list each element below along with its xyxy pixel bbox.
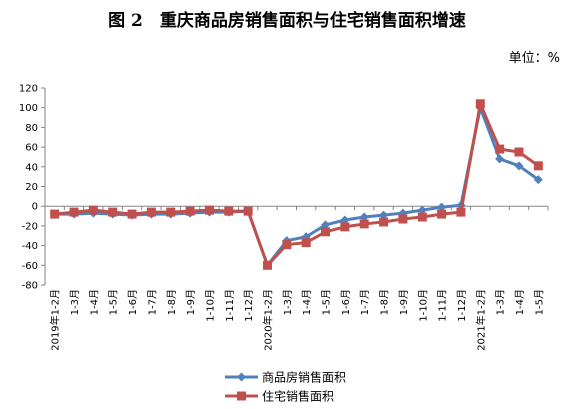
y-tick-label: 20	[25, 182, 38, 193]
data-point	[88, 205, 98, 215]
data-point	[204, 205, 214, 215]
x-tick-label: 1-4月	[301, 289, 313, 315]
unit-label: 单位：%	[508, 51, 560, 66]
x-tick-label: 1-9月	[185, 289, 197, 315]
x-tick-label: 1-8月	[379, 289, 391, 315]
data-point	[359, 212, 369, 222]
x-tick-label: 1-3月	[282, 289, 294, 315]
data-point	[185, 206, 195, 216]
y-tick-label: 0	[32, 202, 38, 213]
data-point	[495, 154, 505, 164]
legend-item: 住宅销售面积	[225, 389, 334, 404]
y-tick-label: 100	[19, 103, 38, 114]
series-group	[50, 99, 543, 270]
data-point	[282, 240, 292, 250]
data-point	[379, 217, 389, 227]
x-tick-label: 1-7月	[146, 289, 158, 315]
data-point	[262, 260, 272, 270]
data-point	[495, 144, 505, 154]
data-point	[127, 209, 137, 219]
data-point	[108, 207, 118, 217]
data-point	[533, 175, 543, 185]
y-tick-label: -60	[22, 261, 38, 272]
data-point	[321, 220, 331, 230]
legend-label: 商品房销售面积	[262, 370, 346, 385]
data-point	[224, 206, 234, 216]
x-tick-label: 2019年1-2月	[49, 289, 62, 351]
y-tick-label: 80	[25, 123, 38, 134]
x-tick-label: 2021年1-2月	[474, 289, 487, 351]
data-point	[166, 207, 176, 217]
legend-item: 商品房销售面积	[225, 370, 346, 385]
data-point	[321, 227, 331, 237]
axes	[41, 87, 549, 286]
x-tick-label: 1-5月	[533, 289, 545, 315]
data-point	[69, 207, 79, 217]
y-tick-label: 40	[25, 162, 38, 173]
legend-label: 住宅销售面积	[262, 389, 334, 404]
y-tick-labels: 120 100 80 60 40 20 0 -20 -40 -60 -80	[19, 84, 38, 292]
data-point	[340, 215, 350, 225]
data-point	[379, 210, 389, 220]
data-point	[456, 207, 466, 217]
legend-marker	[237, 372, 246, 382]
y-tick-label: -40	[22, 241, 38, 252]
x-tick-label: 1-5月	[321, 289, 333, 315]
x-tick-label: 1-5月	[108, 289, 120, 315]
x-tick-labels: 2019年1-2月 1-3月 1-4月 1-5月 1-6月 1-7月 1-8月 1-9月 1-1…	[49, 289, 546, 351]
data-point	[359, 219, 369, 229]
series-2	[50, 99, 543, 270]
y-tick-label: 120	[19, 84, 38, 95]
x-tick-label: 1-11月	[224, 289, 236, 322]
x-tick-label: 1-10月	[417, 289, 429, 322]
y-tick-label: 60	[25, 143, 38, 154]
x-tick-label: 1-6月	[340, 289, 352, 315]
y-tick-label: -80	[22, 281, 38, 292]
data-point	[146, 207, 156, 217]
x-tick-label: 1-9月	[398, 289, 410, 315]
data-point	[301, 238, 311, 248]
data-point	[533, 161, 543, 171]
data-point	[50, 209, 60, 219]
legend-marker	[237, 391, 246, 401]
data-point	[417, 205, 427, 215]
data-point	[417, 212, 427, 222]
x-tick-label: 1-3月	[495, 289, 507, 315]
x-tick-label: 1-12月	[243, 289, 255, 322]
y-tick-label: -20	[22, 221, 38, 232]
x-tick-label: 2020年1-2月	[261, 289, 274, 351]
x-tick-label: 1-12月	[456, 289, 468, 322]
x-tick-label: 1-6月	[127, 289, 139, 315]
data-point	[437, 202, 447, 212]
data-point	[514, 147, 524, 157]
x-tick-label: 1-8月	[166, 289, 178, 315]
data-point	[475, 99, 485, 109]
data-point	[243, 206, 253, 216]
chart-title: 图 2 重庆商品房销售面积与住宅销售面积增速	[108, 11, 466, 31]
data-point	[340, 222, 350, 232]
x-tick-label: 1-3月	[69, 289, 81, 315]
x-tick-label: 1-10月	[204, 289, 216, 322]
data-point	[514, 161, 524, 171]
x-tick-label: 1-4月	[88, 289, 100, 315]
data-point	[437, 209, 447, 219]
x-tick-label: 1-7月	[359, 289, 371, 315]
x-tick-label: 1-11月	[437, 289, 449, 322]
series-line	[54, 102, 540, 267]
x-tick-label: 1-4月	[514, 289, 526, 315]
data-point	[398, 214, 408, 224]
